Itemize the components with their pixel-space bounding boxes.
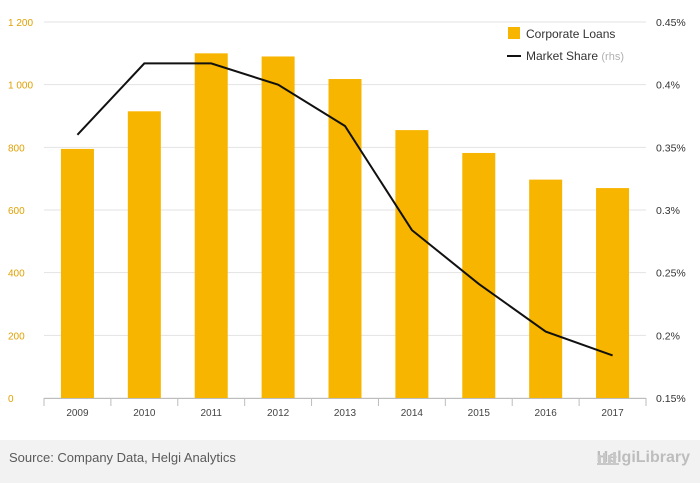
x-tick-label: 2014 — [401, 408, 424, 419]
legend-swatch-corporate-loans — [508, 27, 520, 39]
library-icon — [596, 452, 619, 465]
x-tick-label: 2009 — [66, 408, 89, 419]
left-tick-label: 1 200 — [8, 18, 33, 29]
x-tick-label: 2015 — [468, 408, 491, 419]
x-tick-label: 2013 — [334, 408, 357, 419]
source-note: Source: Company Data, Helgi Analytics — [9, 450, 236, 465]
legend-label-corporate-loans: Corporate Loans — [526, 27, 615, 41]
right-tick-label: 0.15% — [656, 393, 686, 405]
bar-corporate-loans — [395, 130, 429, 398]
right-tick-label: 0.3% — [656, 205, 680, 217]
left-tick-label: 1 000 — [8, 81, 33, 92]
left-tick-label: 800 — [8, 143, 25, 154]
legend-rhs-note: (rhs) — [601, 51, 624, 63]
bar-corporate-loans — [596, 188, 630, 398]
x-tick-label: 2010 — [133, 408, 156, 419]
legend-label-market-share: Market Share (rhs) — [526, 49, 624, 63]
bar-corporate-loans — [261, 56, 295, 398]
right-tick-label: 0.35% — [656, 142, 686, 154]
chart: 0 200 400 600 800 1 000 1 200 0.15% 0.2% 0.25% 0.3… — [8, 17, 686, 419]
line-market-share — [76, 62, 613, 357]
brand-name: HelgiLibrary — [596, 449, 690, 466]
bar-corporate-loans — [194, 53, 228, 398]
brand-logo: HelgiLibrary — [596, 449, 690, 467]
footer: Source: Company Data, Helgi Analytics He… — [0, 440, 700, 483]
right-tick-label: 0.45% — [656, 17, 686, 29]
left-tick-label: 600 — [8, 206, 25, 217]
x-tick-label: 2011 — [200, 408, 222, 419]
left-tick-label: 400 — [8, 269, 25, 280]
bar-corporate-loans — [529, 179, 563, 398]
x-tick-label: 2017 — [601, 408, 624, 419]
x-tick-label: 2016 — [535, 408, 558, 419]
right-tick-label: 0.4% — [656, 80, 680, 92]
left-tick-label: 0 — [8, 394, 14, 405]
bar-corporate-loans — [127, 111, 161, 399]
bar-corporate-loans — [60, 148, 94, 398]
x-tick-label: 2012 — [267, 408, 290, 419]
right-tick-label: 0.25% — [656, 268, 686, 280]
left-tick-label: 200 — [8, 331, 25, 342]
bar-corporate-loans — [328, 79, 362, 398]
right-tick-label: 0.2% — [656, 330, 680, 342]
